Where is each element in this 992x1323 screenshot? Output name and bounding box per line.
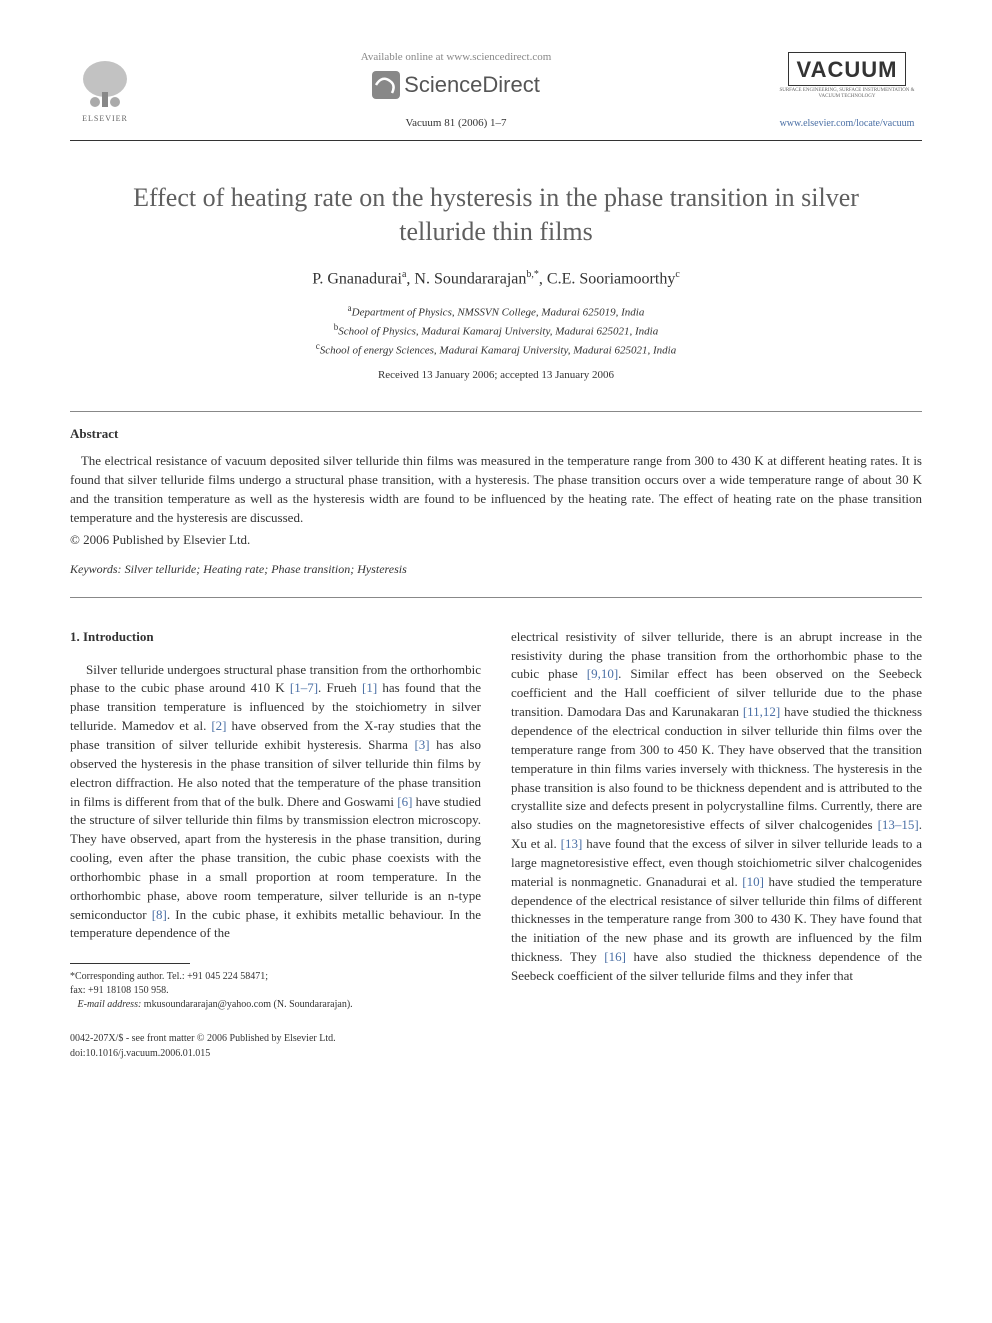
abstract-text: The electrical resistance of vacuum depo… [70,452,922,527]
vacuum-subtitle: SURFACE ENGINEERING, SURFACE INSTRUMENTA… [772,88,922,100]
author-2: N. Soundararajan [414,270,526,287]
available-online-text: Available online at www.sciencedirect.co… [140,51,772,63]
affiliations: aDepartment of Physics, NMSSVN College, … [70,302,922,359]
footnote-block: *Corresponding author. Tel.: +91 045 224… [70,970,481,1012]
article-title: Effect of heating rate on the hysteresis… [110,181,882,249]
authors-line: P. Gnanaduraia, N. Soundararajanb,*, C.E… [70,269,922,288]
center-header: Available online at www.sciencedirect.co… [140,51,772,129]
sciencedirect-text: ScienceDirect [404,72,540,98]
header-row: ELSEVIER Available online at www.science… [70,50,922,130]
bottom-matter: 0042-207X/$ - see front matter © 2006 Pu… [70,1032,481,1061]
keywords-text: Silver telluride; Heating rate; Phase tr… [122,562,407,576]
intro-heading: 1. Introduction [70,628,481,647]
ref-13-15[interactable]: [13–15] [878,817,919,832]
affiliation-a: Department of Physics, NMSSVN College, M… [352,307,645,319]
keywords-label: Keywords: [70,562,122,576]
body-columns: 1. Introduction Silver telluride undergo… [70,628,922,1062]
abstract-heading: Abstract [70,426,922,442]
ref-11-12[interactable]: [11,12] [743,704,780,719]
sciencedirect-icon [372,71,400,99]
doi-line: doi:10.1016/j.vacuum.2006.01.015 [70,1047,481,1062]
ref-3[interactable]: [3] [414,737,429,752]
abstract-body: The electrical resistance of vacuum depo… [70,453,922,525]
abstract-copyright: © 2006 Published by Elsevier Ltd. [70,532,922,548]
footnote-rule [70,963,190,964]
footnote-corr: *Corresponding author. Tel.: +91 045 224… [70,970,481,984]
ref-8[interactable]: [8] [152,907,167,922]
ref-9-10[interactable]: [9,10] [587,666,618,681]
front-matter-line: 0042-207X/$ - see front matter © 2006 Pu… [70,1032,481,1047]
footnote-email: mkusoundararajan@yahoo.com (N. Soundarar… [141,999,352,1010]
sciencedirect-logo: ScienceDirect [140,71,772,99]
author-1-aff: a [402,269,406,280]
page-container: ELSEVIER Available online at www.science… [0,0,992,1111]
affiliation-b: School of Physics, Madurai Kamaraj Unive… [338,326,658,338]
vacuum-title: VACUUM [788,52,907,86]
ref-1-7[interactable]: [1–7] [290,680,318,695]
author-1: P. Gnanadurai [312,270,402,287]
vacuum-link[interactable]: www.elsevier.com/locate/vacuum [772,118,922,129]
journal-brand-box: VACUUM SURFACE ENGINEERING, SURFACE INST… [772,52,922,129]
elsevier-logo: ELSEVIER [70,50,140,130]
intro-para-left: Silver telluride undergoes structural ph… [70,661,481,944]
footnote-email-line: E-mail address: mkusoundararajan@yahoo.c… [70,998,481,1012]
ref-16[interactable]: [16] [604,949,626,964]
abstract-bottom-rule [70,597,922,598]
author-3-aff: c [675,269,679,280]
article-dates: Received 13 January 2006; accepted 13 Ja… [70,369,922,381]
journal-reference: Vacuum 81 (2006) 1–7 [140,117,772,129]
footnote-fax: fax: +91 18108 150 958. [70,984,481,998]
author-2-corr: * [534,269,539,280]
keywords-line: Keywords: Silver telluride; Heating rate… [70,562,922,577]
intro-para-right: electrical resistivity of silver telluri… [511,628,922,986]
elsevier-label: ELSEVIER [82,114,128,123]
ref-13[interactable]: [13] [561,836,583,851]
author-2-aff: b, [526,269,534,280]
column-left: 1. Introduction Silver telluride undergo… [70,628,481,1062]
ref-10[interactable]: [10] [742,874,764,889]
abstract-top-rule [70,411,922,412]
column-right: electrical resistivity of silver telluri… [511,628,922,1062]
author-3: C.E. Sooriamoorthy [547,270,675,287]
ref-6[interactable]: [6] [397,794,412,809]
header-rule [70,140,922,141]
affiliation-c: School of energy Sciences, Madurai Kamar… [320,345,676,357]
ref-2[interactable]: [2] [211,718,226,733]
elsevier-tree-icon [75,57,135,112]
footnote-email-label: E-mail address: [78,999,142,1010]
ref-1[interactable]: [1] [362,680,377,695]
